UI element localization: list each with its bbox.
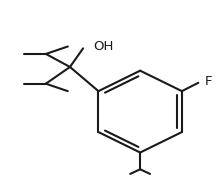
Text: F: F <box>205 75 212 88</box>
Text: OH: OH <box>93 40 113 53</box>
